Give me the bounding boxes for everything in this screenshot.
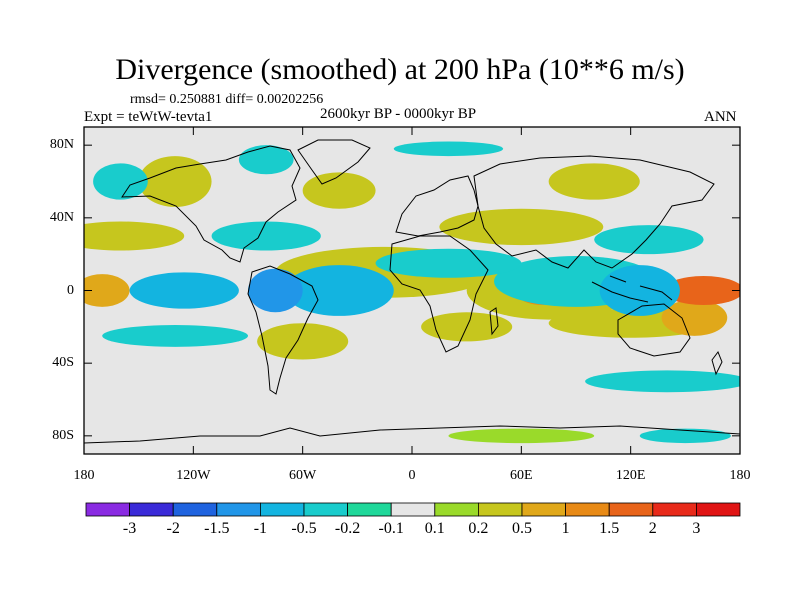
colorbar-swatch [696, 502, 741, 517]
colorbar-swatch [347, 502, 392, 517]
x-tick-label: 120W [176, 468, 211, 483]
colorbar-label: 2 [648, 520, 657, 537]
colorbar-swatch [434, 502, 479, 517]
experiment-label: Expt = teWtW-tevta1 [84, 109, 213, 125]
divergence-negative-region [129, 272, 239, 309]
divergence-negative-region [599, 265, 680, 316]
divergence-positive-region [302, 172, 376, 209]
y-tick-label: 40N [49, 209, 74, 225]
x-tick-label: 0 [408, 468, 416, 483]
colorbar-swatch [303, 502, 348, 517]
y-tick-label: 0 [67, 282, 74, 298]
axis-ticks [83, 127, 741, 454]
divergence-negative-region [585, 370, 740, 393]
colorbar-label: 1 [561, 520, 570, 537]
divergence-field [84, 141, 740, 444]
colorbar-swatch [477, 502, 523, 517]
coastline-asia [473, 155, 715, 269]
colorbar-label: -0.2 [334, 520, 361, 537]
colorbar-swatch [85, 502, 130, 517]
coastline-south-america [247, 265, 319, 395]
colorbar-swatch [216, 502, 261, 517]
x-tick-label: 180 [73, 468, 95, 483]
colorbar-label: -0.1 [378, 520, 404, 537]
colorbar-label: 3 [692, 520, 701, 537]
coastline-indonesia [591, 275, 673, 303]
divergence-positive-region [84, 221, 185, 251]
colorbar-swatch [565, 502, 610, 517]
colorbar-label: -0.5 [291, 520, 317, 537]
divergence-positive-region [84, 274, 130, 307]
colorbar-swatch [129, 502, 174, 517]
divergence-negative-region [238, 145, 294, 175]
colorbar-swatch [521, 502, 566, 517]
x-tick-label: 120E [615, 468, 646, 483]
colorbar-label: -2 [166, 520, 180, 537]
divergence-positive-region [548, 163, 640, 200]
colorbar [85, 502, 741, 517]
plot-title: Divergence (smoothed) at 200 hPa (10**6 … [115, 53, 685, 86]
y-tick-label: 80S [52, 427, 74, 443]
coastline-africa [389, 235, 489, 353]
divergence-positive-region [439, 208, 604, 246]
divergence-negative-region [211, 221, 321, 251]
divergence-positive-region [257, 323, 349, 360]
period-label: 2600kyr BP - 0000kyr BP [320, 106, 477, 122]
coastline-north-america [121, 145, 301, 263]
x-tick-label: 60W [289, 468, 317, 483]
colorbar-label: 0.1 [424, 520, 445, 537]
divergence-negative-region [594, 225, 704, 255]
colorbar-label: -3 [122, 520, 137, 537]
coastline-australia [617, 303, 691, 357]
coastline-madagascar [489, 307, 499, 336]
x-tick-label: 180 [729, 468, 751, 483]
divergence-negative-region [393, 141, 504, 157]
y-tick-label: 80N [49, 137, 74, 153]
divergence-positive-region [663, 275, 740, 306]
colorbar-swatch [652, 502, 697, 517]
colorbar-swatch [172, 502, 218, 517]
divergence-negative-region [93, 163, 148, 200]
colorbar-label: 0.5 [512, 520, 532, 537]
season-label: ANN [704, 109, 737, 125]
coastline-europe [395, 175, 479, 237]
divergence-positive-region [448, 428, 595, 444]
divergence-negative-region [102, 325, 248, 347]
divergence-positive-region [138, 156, 212, 207]
divergence-negative-region [284, 265, 394, 316]
colorbar-swatch [608, 502, 654, 517]
coastline-antarctica [84, 425, 740, 444]
colorbar-label: 1.5 [599, 520, 620, 537]
divergence-positive-region [661, 299, 728, 336]
colorbar-label: -1.5 [204, 520, 230, 537]
x-tick-label: 60E [510, 468, 533, 483]
colorbar-label: -1 [253, 520, 268, 537]
colorbar-swatch [390, 502, 436, 517]
colorbar-swatch [259, 502, 305, 517]
divergence-negative-region [375, 248, 522, 278]
y-tick-label: 40S [52, 355, 74, 371]
coastlines [84, 139, 740, 444]
colorbar-label: 0.2 [468, 520, 489, 537]
divergence-negative-region [248, 268, 303, 313]
coastline-new-zealand [711, 350, 723, 376]
coastline-greenland [297, 139, 371, 185]
rmsd-diff-text: rmsd= 0.250881 diff= 0.00202256 [130, 92, 324, 107]
